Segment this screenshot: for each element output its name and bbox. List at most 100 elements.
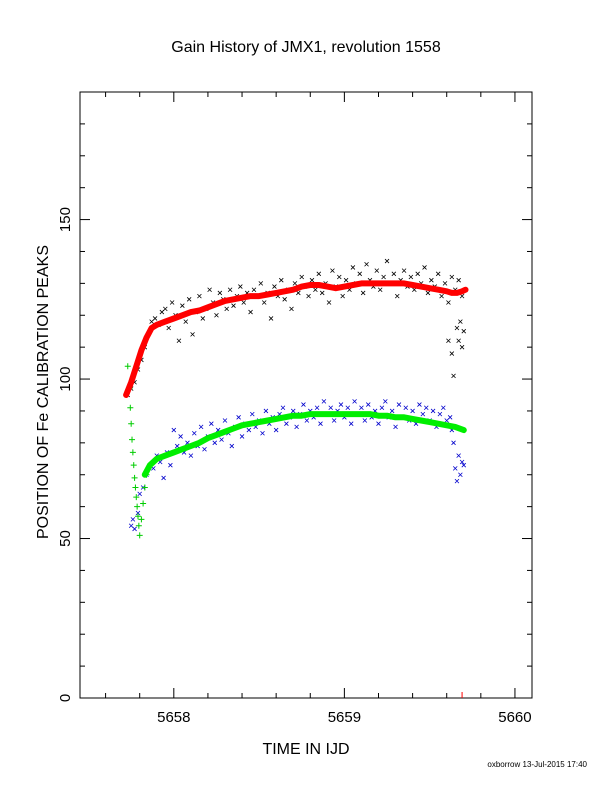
data-point xyxy=(401,268,407,273)
data-point xyxy=(309,277,315,283)
data-point xyxy=(410,408,415,414)
data-point xyxy=(348,421,354,426)
data-point xyxy=(176,338,182,344)
data-point xyxy=(451,373,456,379)
data-point xyxy=(169,300,175,305)
data-point xyxy=(447,415,453,420)
data-point xyxy=(313,287,318,293)
plot-area: 5658 5659 5660 0 50 100 150 xyxy=(57,91,533,726)
data-point xyxy=(425,290,431,296)
data-point xyxy=(345,405,351,411)
data-point xyxy=(442,281,448,286)
data-point xyxy=(236,415,241,420)
data-point xyxy=(452,466,458,471)
data-point xyxy=(374,268,380,273)
data-point xyxy=(330,268,335,273)
data-point xyxy=(350,265,356,270)
green-cross-point xyxy=(134,503,141,510)
data-point xyxy=(248,309,253,315)
data-point xyxy=(137,491,142,497)
data-point xyxy=(360,290,366,296)
x-tick-label: 5660 xyxy=(498,709,531,726)
data-point xyxy=(376,421,381,426)
data-point xyxy=(304,418,310,423)
data-point xyxy=(430,408,436,414)
data-point xyxy=(214,312,219,318)
data-point xyxy=(301,402,306,407)
data-point xyxy=(408,274,414,280)
data-point xyxy=(183,319,189,324)
fit-curve-1 xyxy=(141,411,467,478)
data-point xyxy=(261,300,267,305)
data-point xyxy=(166,325,171,331)
data-point xyxy=(249,411,255,417)
chart-title: Gain History of JMX1, revolution 1558 xyxy=(171,39,441,56)
data-point xyxy=(441,405,446,411)
data-point xyxy=(343,277,349,283)
green-cross-point xyxy=(124,363,131,370)
data-point xyxy=(458,472,463,478)
data-point xyxy=(456,453,461,458)
x-tick-label: 5659 xyxy=(328,709,361,726)
data-point xyxy=(389,408,395,414)
data-point xyxy=(437,411,443,417)
data-point xyxy=(219,437,224,442)
data-point xyxy=(331,418,337,423)
data-point xyxy=(152,316,158,321)
green-cross-point xyxy=(140,500,147,507)
data-point xyxy=(449,351,455,356)
data-point xyxy=(352,399,357,404)
data-point xyxy=(190,332,195,337)
data-point xyxy=(224,306,229,312)
data-point xyxy=(188,453,194,458)
data-point xyxy=(260,430,265,436)
data-series xyxy=(124,258,467,539)
data-point xyxy=(168,462,173,468)
data-point xyxy=(422,265,427,270)
data-point xyxy=(454,478,460,484)
data-point xyxy=(282,297,287,302)
data-point xyxy=(417,402,422,407)
y-tick-label: 50 xyxy=(57,530,74,547)
green-cross-point xyxy=(136,532,143,539)
data-point xyxy=(459,459,465,465)
data-point xyxy=(459,344,465,350)
data-point xyxy=(377,287,383,293)
data-point xyxy=(263,408,269,414)
data-point xyxy=(458,319,463,324)
data-point xyxy=(186,297,192,302)
data-point xyxy=(178,434,183,439)
series-0 xyxy=(125,258,467,398)
data-point xyxy=(239,434,245,439)
data-point xyxy=(396,402,402,407)
green-cross-point xyxy=(129,449,136,456)
data-point xyxy=(273,427,279,433)
data-point xyxy=(207,287,212,293)
x-axis-label: TIME IN IJD xyxy=(262,741,349,758)
data-point xyxy=(321,399,327,404)
data-point xyxy=(284,421,289,426)
data-point xyxy=(229,443,235,449)
data-point xyxy=(326,300,332,305)
data-point xyxy=(197,293,202,299)
data-point xyxy=(171,427,177,433)
data-point xyxy=(290,408,296,414)
data-point xyxy=(461,462,467,468)
data-point xyxy=(314,405,320,411)
data-point xyxy=(456,277,461,283)
x-tick-label: 5658 xyxy=(157,709,190,726)
fit-curve-0 xyxy=(123,280,469,398)
data-point xyxy=(227,287,233,293)
green-cross-point xyxy=(132,484,139,491)
data-point xyxy=(306,293,311,299)
green-cross-point xyxy=(138,516,145,523)
green-cross-point xyxy=(128,420,135,427)
data-point xyxy=(357,271,363,277)
data-point xyxy=(439,293,444,299)
data-point xyxy=(383,399,388,404)
data-point xyxy=(200,316,206,321)
data-point xyxy=(420,411,426,417)
data-point xyxy=(318,421,323,426)
axis-ticks xyxy=(80,91,532,699)
data-point xyxy=(423,405,429,411)
